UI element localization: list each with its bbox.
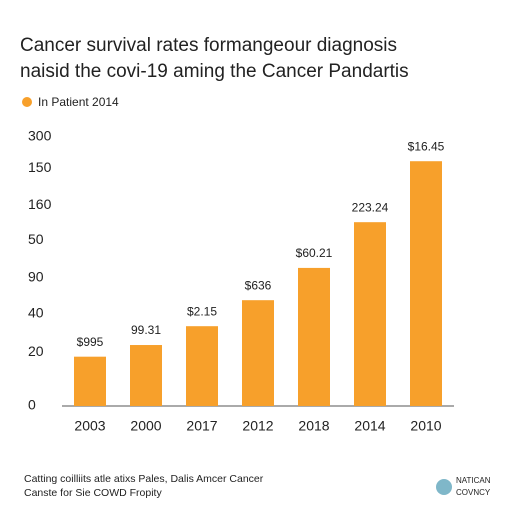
x-tick-label: 2000 bbox=[130, 418, 161, 434]
x-tick-label: 2018 bbox=[298, 418, 329, 434]
x-tick-label: 2012 bbox=[242, 418, 273, 434]
x-tick-label: 2014 bbox=[354, 418, 385, 434]
logo-icon bbox=[436, 479, 452, 495]
source-note: Canste for Sie COWD Fropity bbox=[24, 487, 162, 499]
data-label: $60.21 bbox=[296, 246, 333, 260]
bar bbox=[410, 161, 442, 406]
x-tick-label: 2010 bbox=[410, 418, 441, 434]
data-label: 99.31 bbox=[131, 323, 161, 337]
y-tick-label: 90 bbox=[28, 268, 44, 284]
legend-swatch bbox=[22, 97, 32, 107]
y-tick-label: 0 bbox=[28, 397, 36, 413]
logo-text: NATICAN bbox=[456, 476, 491, 485]
data-label: $636 bbox=[245, 278, 272, 292]
x-tick-label: 2003 bbox=[74, 418, 105, 434]
data-label: $16.45 bbox=[408, 139, 445, 153]
source-note: Catting coilliits atle atixs Pales, Dali… bbox=[24, 473, 264, 485]
chart-title: naisid the covi-19 aming the Cancer Pand… bbox=[20, 61, 409, 82]
y-tick-label: 150 bbox=[28, 159, 52, 175]
x-tick-label: 2017 bbox=[186, 418, 217, 434]
bar bbox=[354, 222, 386, 406]
y-tick-label: 160 bbox=[28, 196, 52, 212]
bar bbox=[130, 345, 162, 406]
data-label: $995 bbox=[77, 335, 104, 349]
bar bbox=[298, 267, 330, 406]
y-tick-label: 40 bbox=[28, 304, 44, 320]
y-tick-label: 50 bbox=[28, 231, 44, 247]
bar bbox=[74, 356, 106, 406]
data-label: 223.24 bbox=[352, 200, 389, 214]
bar bbox=[242, 300, 274, 406]
legend-label: In Patient 2014 bbox=[38, 95, 119, 109]
data-label: $2.15 bbox=[187, 304, 217, 318]
y-tick-label: 20 bbox=[28, 343, 44, 359]
logo-text: COVNCY bbox=[456, 488, 491, 497]
chart-title: Cancer survival rates formangeour diagno… bbox=[20, 35, 397, 56]
y-tick-label: 300 bbox=[28, 128, 52, 144]
bar bbox=[186, 326, 218, 406]
